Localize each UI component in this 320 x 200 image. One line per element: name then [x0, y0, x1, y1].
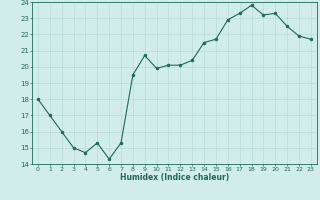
X-axis label: Humidex (Indice chaleur): Humidex (Indice chaleur): [120, 173, 229, 182]
